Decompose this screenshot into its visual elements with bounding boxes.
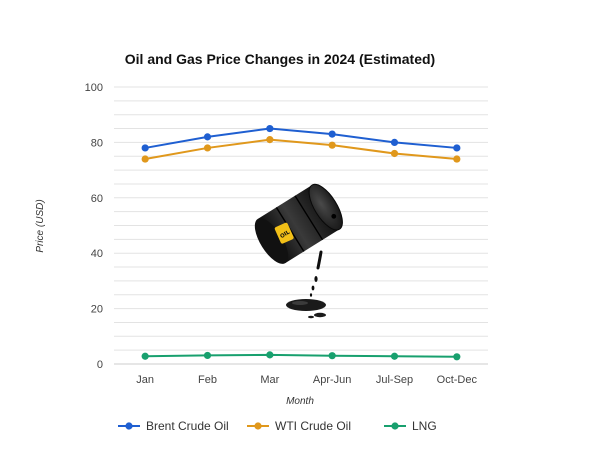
data-point <box>203 351 212 360</box>
data-point <box>203 144 212 152</box>
series-line <box>145 353 457 358</box>
data-point <box>266 136 274 144</box>
data-point <box>266 124 274 133</box>
x-tick-label: Feb <box>198 374 217 386</box>
legend-item: Brent Crude Oil <box>118 419 229 433</box>
data-point <box>453 144 461 152</box>
chart-title: Oil and Gas Price Changes in 2024 (Estim… <box>125 51 435 67</box>
y-tick-label: 100 <box>85 82 103 94</box>
data-point <box>141 155 149 163</box>
y-tick-label: 60 <box>91 193 103 205</box>
legend-item: WTI Crude Oil <box>247 419 351 433</box>
data-point <box>390 352 399 360</box>
data-point <box>390 149 399 158</box>
series-line <box>144 127 457 149</box>
series-1 <box>141 136 461 163</box>
y-axis-label: Price (USD) <box>35 199 46 252</box>
legend-label: Brent Crude Oil <box>146 419 229 433</box>
data-point <box>203 133 212 141</box>
data-point <box>390 138 399 146</box>
legend-label: WTI Crude Oil <box>275 419 351 433</box>
x-axis-ticks: Jan Feb Mar Apr-Jun Jul-Sep Oct-Dec <box>136 374 477 386</box>
series-0 <box>141 124 461 152</box>
data-point <box>328 130 336 138</box>
oil-barrel-icon: OIL <box>254 183 343 319</box>
series-group <box>141 124 461 361</box>
legend-item: LNG <box>384 419 437 433</box>
legend-swatch-marker <box>254 422 262 430</box>
x-tick-label: Apr-Jun <box>313 374 352 386</box>
y-axis-ticks: 0 20 40 60 80 100 <box>85 82 103 371</box>
y-tick-label: 40 <box>91 248 103 260</box>
x-axis-label: Month <box>286 396 314 407</box>
legend-swatch-marker <box>391 422 399 430</box>
legend-label: LNG <box>412 419 437 433</box>
series-line <box>144 138 457 161</box>
series-2 <box>141 351 461 361</box>
data-point <box>141 144 149 152</box>
y-tick-label: 0 <box>97 359 103 371</box>
x-tick-label: Jan <box>136 374 154 386</box>
data-point <box>328 141 336 149</box>
legend: Brent Crude Oil WTI Crude Oil LNG <box>118 419 437 433</box>
data-point <box>453 155 461 163</box>
svg-text:OIL: OIL <box>279 229 291 240</box>
data-point <box>266 351 274 359</box>
y-tick-label: 80 <box>91 137 103 149</box>
x-tick-label: Oct-Dec <box>437 374 478 386</box>
y-tick-label: 20 <box>91 304 103 316</box>
data-point <box>328 352 336 360</box>
x-tick-label: Mar <box>260 374 279 386</box>
data-point <box>453 353 461 361</box>
x-tick-label: Jul-Sep <box>376 374 413 386</box>
data-point <box>141 352 149 360</box>
legend-swatch-marker <box>125 422 133 430</box>
